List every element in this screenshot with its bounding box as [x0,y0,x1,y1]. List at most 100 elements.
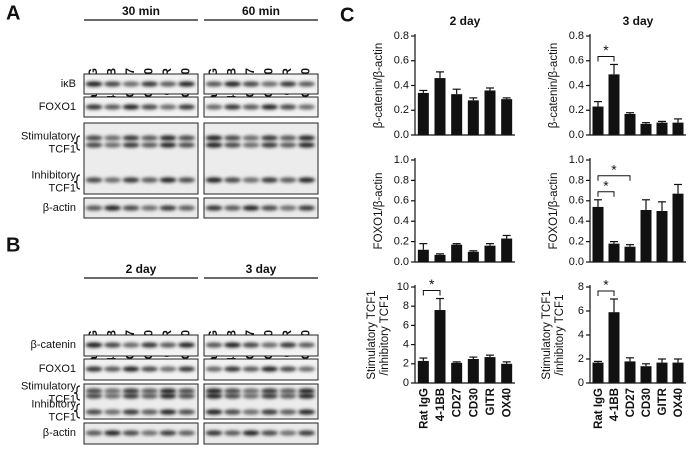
y-tick-label: 0.6 [394,195,409,207]
blot-band [224,342,241,348]
blot-band [85,142,103,148]
blot-band [205,393,223,399]
chart-title: 2 day [450,14,481,28]
blot-band [159,205,177,211]
group-header: 30 min [122,4,160,18]
blot-band [224,177,241,183]
blot-band [205,366,223,372]
blot-band [205,81,223,87]
blot-band [298,135,315,141]
blot-band [141,177,158,183]
blot-box [203,358,319,381]
blot-band [85,205,103,211]
blot-band [178,342,195,348]
bar [640,366,652,383]
blot-band [122,430,140,436]
blot-band [261,388,278,394]
blot-band [279,388,297,394]
x-tick-label: GITR [485,387,497,415]
significance-label: * [429,276,435,292]
y-tick-label: 0.6 [394,55,409,67]
blot-band [298,430,315,436]
x-tick-label: CD30 [468,388,480,417]
blot-band [159,430,177,436]
y-tick-label: 0 [578,377,584,389]
blot-band [261,393,278,399]
blot-box [203,334,319,357]
blot-band [279,430,297,436]
row-label: TCF1 [49,411,77,423]
blot-band [261,104,278,110]
y-tick-label: 0.0 [394,129,409,141]
blot-band [122,104,140,110]
row-label: iκB [61,78,76,90]
bar [417,360,429,383]
y-tick-label: 0.6 [569,195,584,207]
blot-band [205,135,223,141]
panel-label: B [6,234,20,256]
blot-band [242,177,260,183]
blot-band [242,135,260,141]
x-tick-label: CD30 [641,388,653,417]
y-axis-label: /inhibitory TCF1 [379,295,391,376]
blot-band [224,135,241,141]
y-axis-label: β-catenin/β-actin [373,43,385,128]
bar [451,244,463,262]
blot-band [122,81,140,87]
blot-band [224,393,241,399]
blot-band [178,177,195,183]
bar [501,99,513,135]
blot-band [298,81,315,87]
bar [484,245,496,262]
bar [656,211,668,262]
blot-band [261,142,278,148]
blot-band [205,142,223,148]
blot-band [279,104,297,110]
chart-title: 3 day [623,14,654,28]
row-label: TCF1 [49,393,77,405]
y-tick-label: 0 [403,377,409,389]
blot-band [104,366,121,372]
bar [672,362,684,383]
bar [624,246,636,262]
blot-band [159,135,177,141]
blot-band [205,205,223,211]
blot-band [224,388,241,394]
row-label: Stimulatory [21,380,77,392]
y-tick-label: 0.8 [394,30,409,42]
significance-bracket [597,55,615,62]
y-tick-label: 2 [578,353,584,365]
row-label: Inhibitory [31,398,76,410]
blot-band [122,388,140,394]
y-tick-label: 0.2 [394,236,409,248]
blot-band [178,104,195,110]
blot-band [261,205,278,211]
blot-band [279,142,297,148]
blot-box [83,122,199,195]
blot-band [205,104,223,110]
y-tick-label: 1.0 [394,154,409,166]
blot-band [85,342,103,348]
blot-band [104,393,121,399]
blot-band [242,81,260,87]
bar [624,113,636,135]
blot-band [141,104,158,110]
blot-band [159,366,177,372]
y-tick-label: 4 [578,329,584,341]
blot-band [104,104,121,110]
blot-band [178,388,195,394]
bar [640,209,652,262]
y-tick-label: 8 [403,300,409,312]
blot-band [141,142,158,148]
x-tick-label: Rat IgG [593,388,605,429]
blot-band [178,142,195,148]
blot-band [261,177,278,183]
bar [592,206,604,262]
blot-band [242,104,260,110]
blot-band [298,205,315,211]
blot-band [298,366,315,372]
bar [656,122,668,135]
x-tick-label: 4-1BB [435,388,447,421]
blot-band [104,342,121,348]
y-tick-label: 2 [403,358,409,370]
